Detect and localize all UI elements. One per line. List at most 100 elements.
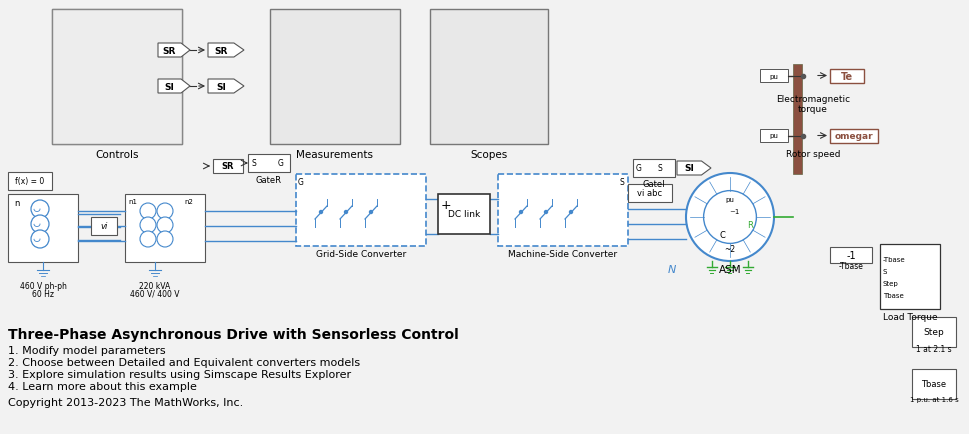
Text: 220 kVA: 220 kVA: [140, 281, 171, 290]
Text: ~1: ~1: [728, 208, 738, 214]
Circle shape: [140, 204, 156, 220]
Bar: [829, 130, 877, 144]
Text: 1 at 2.1 s: 1 at 2.1 s: [916, 345, 951, 354]
Text: N: N: [667, 264, 675, 274]
Circle shape: [157, 217, 172, 233]
Text: R: R: [746, 221, 752, 230]
Text: omegar: omegar: [834, 132, 872, 141]
Bar: [879, 244, 939, 309]
Bar: [125, 194, 204, 263]
Bar: [213, 160, 243, 174]
Text: ~2: ~2: [724, 245, 735, 254]
Circle shape: [157, 204, 172, 220]
Text: SI: SI: [683, 164, 694, 173]
Circle shape: [31, 216, 49, 233]
Text: n1: n1: [128, 198, 137, 204]
Text: pu: pu: [768, 73, 778, 79]
Text: n: n: [14, 198, 19, 207]
Text: SI: SI: [216, 82, 226, 91]
Bar: [793, 65, 801, 174]
Polygon shape: [207, 44, 244, 58]
Text: GateR: GateR: [256, 176, 282, 184]
Text: 460 V/ 400 V: 460 V/ 400 V: [130, 289, 179, 298]
Text: G: G: [297, 178, 303, 187]
Polygon shape: [158, 44, 190, 58]
Text: 1 p.u. at 1.6 s: 1 p.u. at 1.6 s: [909, 396, 957, 402]
Bar: [296, 174, 425, 247]
Polygon shape: [207, 80, 244, 94]
Text: +: +: [441, 198, 452, 211]
Text: C: C: [718, 231, 724, 240]
Text: Copyright 2013-2023 The MathWorks, Inc.: Copyright 2013-2023 The MathWorks, Inc.: [8, 397, 243, 407]
Text: Step: Step: [922, 328, 944, 337]
Text: 2. Choose between Detailed and Equivalent converters models: 2. Choose between Detailed and Equivalen…: [8, 357, 359, 367]
Bar: [269, 10, 399, 145]
Text: Rotor speed: Rotor speed: [785, 150, 839, 159]
Text: -Tbase: -Tbase: [882, 256, 905, 263]
Text: G: G: [636, 164, 641, 173]
Text: G: G: [278, 159, 284, 168]
Text: SR: SR: [222, 162, 234, 171]
Text: 4. Learn more about this example: 4. Learn more about this example: [8, 381, 197, 391]
Bar: [52, 10, 182, 145]
Text: 60 Hz: 60 Hz: [32, 289, 54, 298]
Bar: [497, 174, 627, 247]
Text: pu: pu: [768, 133, 778, 139]
Bar: [429, 10, 547, 145]
Text: Grid-Side Converter: Grid-Side Converter: [316, 250, 406, 258]
Text: GateI: GateI: [642, 180, 665, 188]
Text: n2: n2: [184, 198, 193, 204]
Circle shape: [157, 231, 172, 247]
Text: 460 V ph-ph: 460 V ph-ph: [19, 281, 66, 290]
Circle shape: [569, 211, 572, 214]
Bar: [760, 70, 787, 83]
Circle shape: [344, 211, 347, 214]
Text: S: S: [882, 268, 887, 274]
Circle shape: [140, 231, 156, 247]
Bar: [829, 247, 871, 263]
Circle shape: [519, 211, 522, 214]
Text: 1. Modify model parameters: 1. Modify model parameters: [8, 345, 166, 355]
Bar: [911, 317, 955, 347]
Text: Machine-Side Converter: Machine-Side Converter: [508, 250, 617, 258]
Text: -Tbase: -Tbase: [837, 262, 862, 271]
Text: Electromagnetic: Electromagnetic: [775, 95, 849, 104]
Text: Load Torque: Load Torque: [882, 312, 936, 321]
Text: Tbase: Tbase: [921, 380, 946, 388]
Circle shape: [319, 211, 322, 214]
Bar: [911, 369, 955, 399]
Bar: [52, 10, 182, 145]
Text: vi: vi: [100, 222, 108, 231]
Bar: [8, 194, 78, 263]
Circle shape: [31, 201, 49, 218]
Bar: [438, 194, 489, 234]
Text: torque: torque: [797, 105, 828, 114]
Text: ASM: ASM: [718, 264, 740, 274]
Bar: [633, 160, 674, 178]
Polygon shape: [158, 80, 190, 94]
Bar: [627, 184, 672, 203]
Text: Te: Te: [840, 72, 852, 82]
Text: Three-Phase Asynchronous Drive with Sensorless Control: Three-Phase Asynchronous Drive with Sens…: [8, 327, 458, 341]
Text: f(x) = 0: f(x) = 0: [16, 177, 45, 186]
Text: Tbase: Tbase: [882, 293, 903, 298]
Text: 3. Explore simulation results using Simscape Results Explorer: 3. Explore simulation results using Sims…: [8, 369, 351, 379]
Circle shape: [544, 211, 547, 214]
Bar: [760, 130, 787, 143]
Bar: [8, 173, 52, 191]
Bar: [248, 155, 290, 173]
Text: Controls: Controls: [95, 150, 139, 160]
Text: DC link: DC link: [448, 210, 480, 219]
Text: pu: pu: [725, 197, 734, 203]
Circle shape: [369, 211, 372, 214]
Circle shape: [685, 174, 773, 261]
Text: S: S: [657, 164, 662, 173]
Circle shape: [703, 191, 756, 244]
Text: vi abc: vi abc: [637, 189, 662, 198]
Text: -1: -1: [845, 250, 855, 260]
Text: Step: Step: [882, 280, 898, 286]
Polygon shape: [676, 161, 710, 176]
Text: S: S: [619, 178, 624, 187]
Bar: [829, 70, 863, 84]
Text: SR: SR: [214, 46, 228, 56]
